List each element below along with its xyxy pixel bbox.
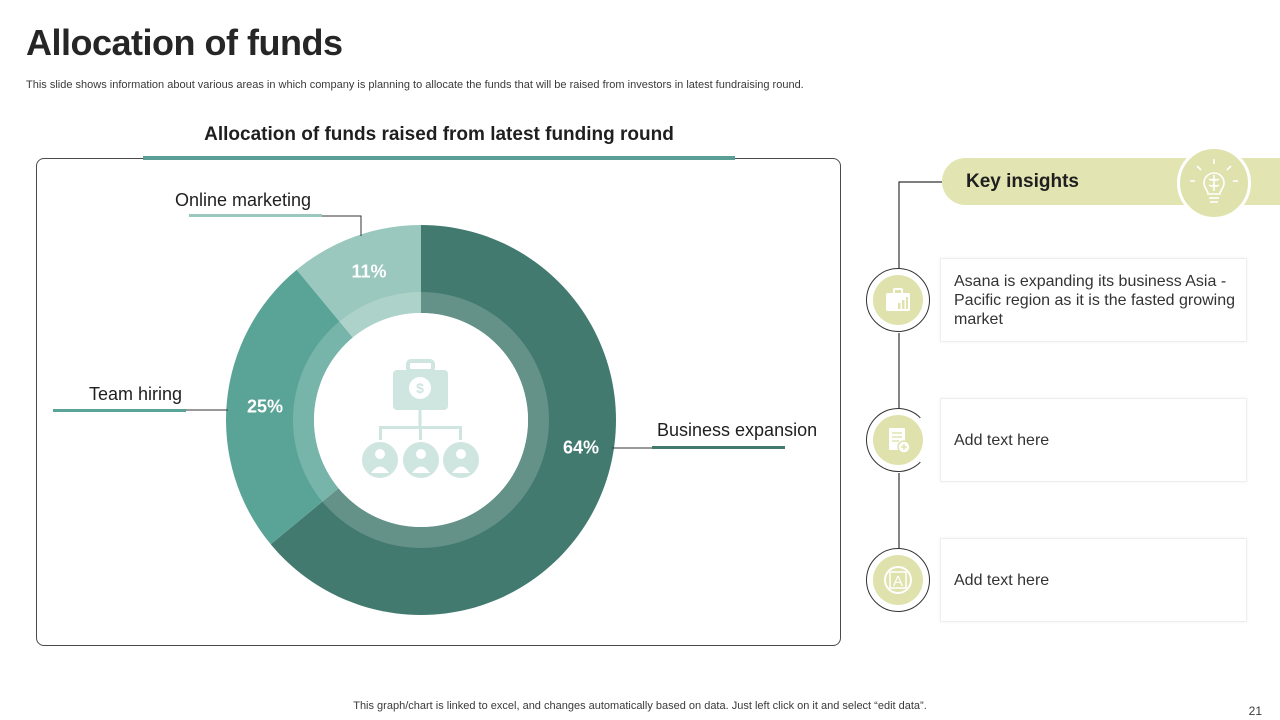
value-label-business-expansion: 64%: [562, 437, 600, 458]
funds-allocation-icon: $: [362, 359, 479, 478]
briefcase-chart-icon: [873, 275, 923, 325]
label-underline-online-marketing: [189, 214, 322, 217]
insight-card-3: [940, 538, 1247, 622]
insights-connector-line: [898, 181, 942, 548]
insight-text-2[interactable]: Add text here: [954, 432, 1050, 449]
page-subtitle: This slide shows information about vario…: [26, 79, 804, 91]
footer-note: This graph/chart is linked to excel, and…: [353, 700, 927, 712]
insight-card-1: [940, 258, 1247, 342]
donut-slice-business-expansion[interactable]: [270, 225, 616, 615]
svg-text:A: A: [893, 573, 903, 590]
svg-text:$: $: [416, 380, 424, 396]
insight-text-1[interactable]: Asana is expanding its business Asia - P…: [954, 273, 1236, 328]
leader-line-online-marketing: [322, 215, 362, 236]
donut-slice-team-hiring[interactable]: [225, 269, 353, 545]
donut-slice-online-marketing[interactable]: [296, 225, 421, 338]
design-icon: A: [873, 555, 923, 605]
chart-heading-underline: [143, 156, 735, 160]
value-label-team-hiring: 25%: [246, 396, 284, 417]
chart-heading: Allocation of funds raised from latest f…: [204, 124, 674, 145]
label-underline-team-hiring: [53, 409, 186, 412]
label-team-hiring: Team hiring: [89, 384, 183, 404]
value-label-online-marketing: 11%: [351, 261, 387, 282]
label-online-marketing: Online marketing: [175, 190, 312, 210]
label-business-expansion: Business expansion: [657, 420, 818, 440]
document-add-icon: [873, 415, 923, 465]
key-insights-title: Key insights: [966, 171, 1079, 192]
lightbulb-brain-icon: [1177, 146, 1251, 220]
insight-text-3[interactable]: Add text here: [954, 572, 1050, 589]
insight-card-2: [940, 398, 1247, 482]
page-title: Allocation of funds: [26, 22, 343, 63]
page-number: 21: [1248, 704, 1262, 718]
label-underline-business-expansion: [652, 446, 785, 449]
